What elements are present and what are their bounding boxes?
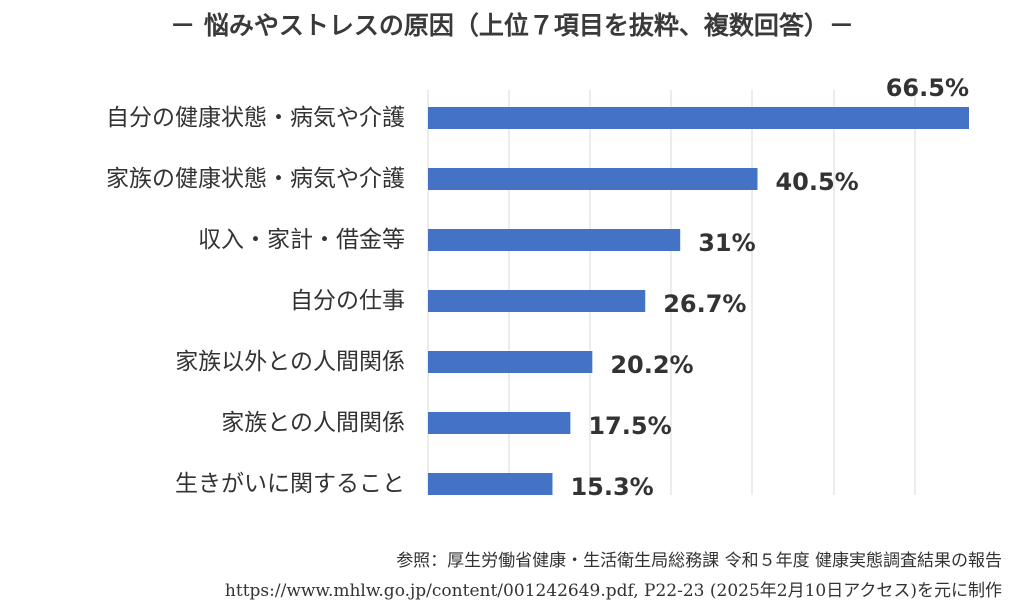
bar xyxy=(428,412,571,434)
value-labels: 66.5% 40.5% 31% 26.7% 20.2% 17.5% 15.3% xyxy=(570,74,969,501)
category-label: 家族の健康状態・病気や介護 xyxy=(106,166,405,192)
category-label: 収入・家計・借金等 xyxy=(198,227,405,253)
value-label: 66.5% xyxy=(886,74,969,102)
value-label: 31% xyxy=(698,229,755,257)
bar xyxy=(428,168,758,190)
category-label: 自分の仕事 xyxy=(290,288,405,314)
category-label: 家族以外との人間関係 xyxy=(175,349,405,375)
value-label: 26.7% xyxy=(663,290,746,318)
category-label: 生きがいに関すること xyxy=(175,471,405,497)
value-label: 40.5% xyxy=(775,168,858,196)
bar xyxy=(428,290,646,312)
source-url: https://www.mhlw.go.jp/content/001242649… xyxy=(224,581,1002,601)
chart-title: － 悩みやストレスの原因（上位７項目を抜粋、複数回答）－ xyxy=(170,11,854,40)
bar-chart: 自分の健康状態・病気や介護家族の健康状態・病気や介護収入・家計・借金等自分の仕事… xyxy=(106,74,969,501)
bars xyxy=(428,107,969,495)
category-label: 家族との人間関係 xyxy=(221,410,405,436)
source-citation: 参照：厚生労働省健康・生活衛生局総務課 令和５年度 健康実態調査結果の報告 xyxy=(396,551,1002,571)
category-label: 自分の健康状態・病気や介護 xyxy=(106,105,405,131)
bar xyxy=(428,473,553,495)
value-label: 17.5% xyxy=(588,412,671,440)
bar xyxy=(428,107,969,129)
value-label: 20.2% xyxy=(610,351,693,379)
value-label: 15.3% xyxy=(570,473,653,501)
bar xyxy=(428,229,681,251)
bar xyxy=(428,351,593,373)
category-labels: 自分の健康状態・病気や介護家族の健康状態・病気や介護収入・家計・借金等自分の仕事… xyxy=(106,105,405,497)
